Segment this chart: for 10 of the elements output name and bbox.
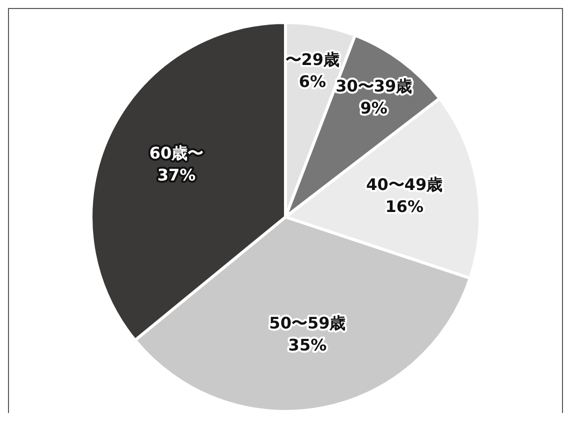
data-label: 6%	[298, 72, 326, 91]
slice-label: 50〜59歳	[269, 314, 346, 333]
data-label: 37%	[157, 166, 196, 185]
slice-label: 〜29歳	[285, 50, 340, 69]
slice-label: 40〜49歳	[366, 175, 443, 194]
data-label: 35%	[288, 336, 327, 355]
slice-label: 60歳〜	[149, 144, 204, 163]
data-label: 9%	[360, 98, 388, 118]
data-label: 16%	[385, 197, 424, 216]
slice-label: 30〜39歳	[336, 76, 412, 96]
